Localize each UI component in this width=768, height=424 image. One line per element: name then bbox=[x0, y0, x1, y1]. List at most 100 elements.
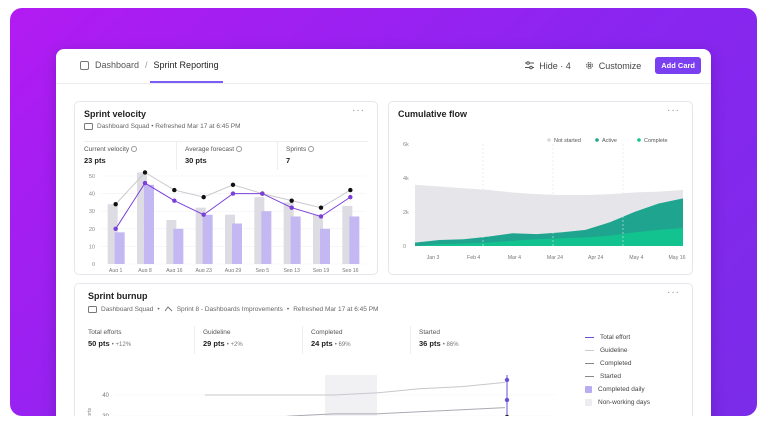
sprint-icon bbox=[164, 306, 173, 312]
sprint-burnup-subtitle: Dashboard Squad • Sprint 8 - Dashboards … bbox=[88, 305, 378, 313]
bar-committed bbox=[254, 197, 265, 264]
x-tick-label: Aug 29 bbox=[225, 268, 242, 272]
legend-swatch bbox=[585, 362, 594, 365]
breadcrumb-sprint-reporting[interactable]: Sprint Reporting bbox=[149, 60, 223, 83]
y-tick-label: 40 bbox=[89, 192, 95, 198]
divider bbox=[176, 142, 177, 170]
legend-item-total-effort: Total effort bbox=[585, 331, 650, 344]
top-bar: Dashboard / Sprint Reporting Hide · 4 bbox=[56, 49, 711, 84]
bar-committed bbox=[107, 204, 118, 264]
legend-item-non-working-days: Non-working days bbox=[585, 396, 650, 409]
metric-average-forecast: Average forecast 30 pts bbox=[185, 146, 242, 165]
bar-completed bbox=[290, 216, 301, 264]
data-point bbox=[142, 180, 148, 186]
metric-value-text: 24 pts bbox=[311, 339, 333, 348]
y-tick-label: 40 bbox=[102, 393, 109, 399]
dashboard-icon bbox=[80, 60, 89, 70]
sprint-velocity-subtitle-text: Dashboard Squad • Refreshed Mar 17 at 6:… bbox=[97, 123, 241, 130]
legend-dot bbox=[595, 138, 599, 142]
x-tick-label: Sep 16 bbox=[342, 268, 359, 272]
marker-point bbox=[505, 414, 509, 416]
legend-dot bbox=[547, 138, 551, 142]
data-point bbox=[289, 205, 294, 210]
sprint-burnup-title: Sprint burnup bbox=[88, 291, 148, 301]
x-tick-label: Mar 4 bbox=[508, 255, 521, 261]
y-tick-label: 4k bbox=[403, 176, 409, 182]
sprint-velocity-more-button[interactable]: ··· bbox=[352, 105, 365, 116]
metric-value-text: 50 pts bbox=[88, 339, 110, 348]
sliders-icon bbox=[525, 61, 535, 70]
legend-swatch bbox=[585, 349, 594, 352]
data-point bbox=[289, 198, 294, 203]
legend-dot bbox=[637, 138, 641, 142]
data-point bbox=[201, 194, 206, 200]
metric-label: Total efforts bbox=[88, 329, 122, 336]
metric-value: 7 bbox=[286, 156, 291, 165]
x-tick-label: Feb 4 bbox=[467, 255, 480, 261]
bar-completed bbox=[320, 228, 330, 264]
y-tick-label: 0 bbox=[92, 262, 95, 268]
bar-committed bbox=[225, 214, 235, 264]
legend-label: Started bbox=[600, 373, 621, 380]
data-point bbox=[172, 187, 177, 193]
x-tick-label: Jan 3 bbox=[427, 255, 440, 261]
bar-completed bbox=[232, 223, 242, 264]
y-tick-label: 6k bbox=[403, 142, 409, 148]
bar-completed bbox=[114, 232, 125, 264]
sprint-burnup-more-button[interactable]: ··· bbox=[667, 287, 680, 298]
data-point bbox=[113, 226, 118, 231]
legend-label: Total effort bbox=[600, 334, 631, 341]
metric-value-text: 36 pts bbox=[419, 339, 441, 348]
squad-icon bbox=[84, 123, 93, 130]
bar-completed bbox=[261, 211, 272, 264]
metric-delta: • +12% bbox=[111, 342, 132, 348]
burnup-legend: Total effort Guideline Completed Started Com… bbox=[585, 331, 650, 409]
metric-label: Average forecast bbox=[185, 146, 235, 153]
add-card-button[interactable]: Add Card bbox=[655, 57, 701, 74]
x-tick-label: Apr 24 bbox=[588, 255, 603, 261]
data-point bbox=[230, 182, 236, 187]
marker-point bbox=[504, 397, 510, 403]
bar-committed bbox=[283, 202, 294, 264]
metric-label: Sprints bbox=[286, 146, 307, 153]
y-axis-label: efforts bbox=[87, 408, 93, 416]
completed-line bbox=[285, 407, 506, 416]
sprint-velocity-subtitle: Dashboard Squad • Refreshed Mar 17 at 6:… bbox=[84, 123, 241, 130]
hide-button[interactable]: Hide · 4 bbox=[525, 61, 571, 71]
total-effort-line bbox=[205, 381, 506, 396]
y-tick-label: 30 bbox=[89, 209, 95, 215]
x-tick-label: Aug 16 bbox=[166, 268, 183, 272]
bar-committed bbox=[137, 172, 147, 264]
legend-item-guideline: Guideline bbox=[585, 344, 650, 357]
bar-completed bbox=[349, 216, 360, 264]
legend-swatch bbox=[585, 375, 594, 378]
bar-committed bbox=[342, 205, 353, 264]
cumulative-flow-more-button[interactable]: ··· bbox=[667, 105, 680, 116]
customize-button[interactable]: Customize bbox=[585, 61, 641, 71]
metric-delta: • +2% bbox=[226, 342, 243, 348]
sprint-velocity-chart: 0 10 20 30 40 50 Aug 1 Aug 8 Aug 16 Aug 23 Aug 29 S… bbox=[89, 170, 365, 272]
burnup-squad: Dashboard Squad bbox=[101, 305, 154, 313]
sprint-burnup-card: Sprint burnup ··· Dashboard Squad • Spri… bbox=[74, 283, 693, 416]
x-tick-label: Sep 13 bbox=[283, 268, 300, 272]
y-tick-label: 20 bbox=[89, 227, 95, 233]
legend-item-completed: Completed bbox=[585, 357, 650, 370]
marker-point bbox=[504, 377, 510, 383]
legend-label: Non-working days bbox=[598, 399, 651, 406]
breadcrumb-dashboard[interactable]: Dashboard bbox=[95, 60, 140, 70]
gear-icon bbox=[585, 62, 593, 69]
burnup-metric-completed: Completed 24 pts • 69% bbox=[311, 329, 351, 348]
toolbar: Hide · 4 Customize Add Card bbox=[525, 57, 701, 74]
data-point bbox=[318, 205, 324, 210]
sprint-velocity-title: Sprint velocity bbox=[84, 109, 147, 119]
hide-label: Hide · 4 bbox=[539, 60, 571, 71]
burnup-metric-total-efforts: Total efforts 50 pts • +12% bbox=[88, 329, 131, 348]
cumulative-flow-title: Cumulative flow bbox=[398, 109, 468, 119]
metric-value: 50 pts • +12% bbox=[88, 339, 131, 348]
bar-completed bbox=[144, 184, 154, 264]
legend-item-completed-daily: Completed daily bbox=[585, 383, 650, 396]
x-tick-label: Aug 8 bbox=[138, 268, 152, 272]
metric-sprints: Sprints 7 bbox=[286, 146, 315, 165]
metric-label: Started bbox=[419, 329, 440, 336]
info-icon bbox=[308, 146, 315, 153]
